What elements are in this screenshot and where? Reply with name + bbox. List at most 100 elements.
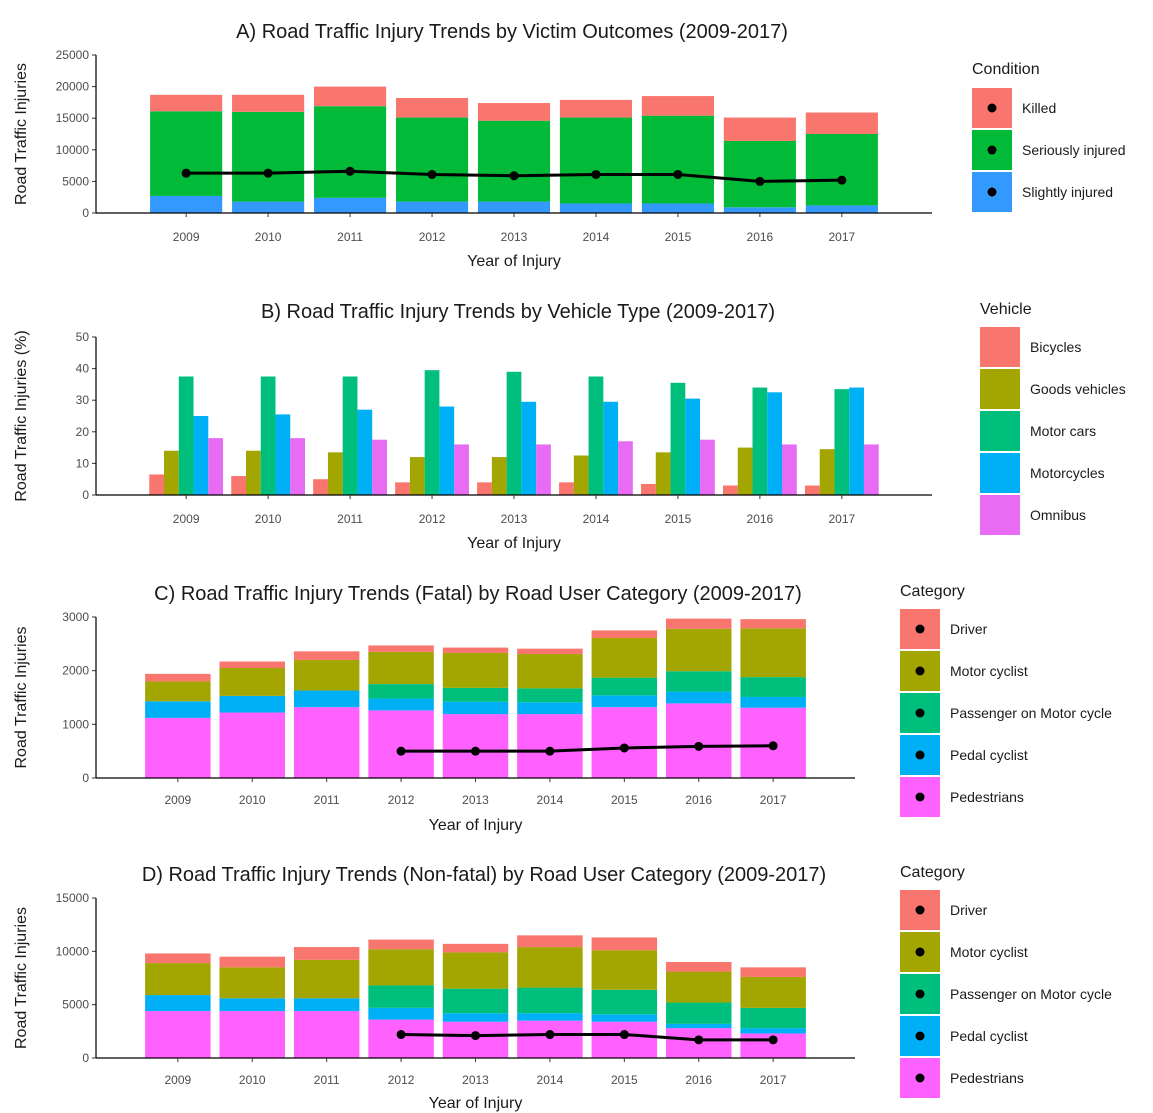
x-tick-label: 2012 xyxy=(388,1073,415,1087)
x-tick-label: 2011 xyxy=(314,1073,340,1087)
chart-title: D) Road Traffic Injury Trends (Non-fatal… xyxy=(142,864,826,886)
bar-passenger-on-motor-cycle-2017 xyxy=(740,677,806,697)
chart-d: D) Road Traffic Injury Trends (Non-fatal… xyxy=(13,864,1112,1112)
x-tick-label: 2017 xyxy=(828,230,855,244)
bar-seriously-injured-2017 xyxy=(805,134,878,206)
bar-omnibus-2012 xyxy=(454,444,469,495)
bar-motor-cars-2009 xyxy=(178,376,194,495)
bar-motorcycles-2016 xyxy=(767,392,783,495)
bar-motor-cars-2010 xyxy=(260,376,276,495)
bar-passenger-on-motor-cycle-2013 xyxy=(442,988,509,1014)
bar-killed-2017 xyxy=(805,112,878,134)
x-tick-label: 2014 xyxy=(583,230,610,244)
bar-bicycles-2014 xyxy=(559,482,574,495)
bar-bicycles-2011 xyxy=(313,479,328,495)
bar-killed-2012 xyxy=(395,97,469,118)
bar-driver-2010 xyxy=(219,956,286,968)
trend-point xyxy=(345,166,355,176)
bar-driver-2011 xyxy=(293,947,360,960)
legend-label: Bicycles xyxy=(1030,339,1081,355)
bar-slightly-injured-2017 xyxy=(805,205,878,213)
bar-pedal-cyclist-2013 xyxy=(442,701,509,715)
bar-driver-2014 xyxy=(517,935,583,948)
trend-point xyxy=(396,1030,406,1040)
chart-c: C) Road Traffic Injury Trends (Fatal) by… xyxy=(13,583,1112,834)
trend-point xyxy=(396,746,406,756)
trend-point xyxy=(619,743,629,753)
bar-killed-2013 xyxy=(477,103,551,121)
bar-motorcycles-2012 xyxy=(439,406,455,495)
legend-title: Condition xyxy=(972,61,1040,78)
bar-motor-cyclist-2016 xyxy=(665,971,732,1003)
bar-killed-2010 xyxy=(232,94,305,112)
bar-slightly-injured-2014 xyxy=(559,203,633,213)
y-tick-label: 2000 xyxy=(62,664,89,678)
bar-motor-cyclist-2010 xyxy=(219,967,286,999)
bar-killed-2014 xyxy=(559,99,633,118)
x-tick-label: 2013 xyxy=(462,793,489,807)
bar-pedestrians-2010 xyxy=(219,712,286,778)
y-tick-label: 0 xyxy=(82,206,89,220)
x-tick-label: 2015 xyxy=(611,1073,638,1087)
chart-title: C) Road Traffic Injury Trends (Fatal) by… xyxy=(154,583,802,605)
bar-motor-cyclist-2017 xyxy=(740,628,806,678)
bar-motorcycles-2017 xyxy=(849,387,864,495)
bar-motorcycles-2014 xyxy=(603,401,619,495)
legend-point xyxy=(915,708,925,718)
y-tick-label: 5000 xyxy=(62,174,89,188)
bar-pedal-cyclist-2017 xyxy=(740,1028,806,1034)
bar-slightly-injured-2009 xyxy=(150,195,223,213)
x-tick-label: 2010 xyxy=(239,1073,266,1087)
trend-point xyxy=(591,169,601,179)
y-tick-label: 5000 xyxy=(62,998,89,1012)
x-axis-label: Year of Injury xyxy=(429,1095,523,1112)
bar-pedestrians-2009 xyxy=(145,1011,211,1058)
trend-point xyxy=(768,741,778,751)
legend-point xyxy=(915,1073,925,1083)
bar-slightly-injured-2015 xyxy=(641,203,714,213)
bar-motor-cyclist-2016 xyxy=(665,628,732,672)
y-tick-label: 20000 xyxy=(56,80,90,94)
bar-motorcycles-2009 xyxy=(193,416,209,495)
chart-title: A) Road Traffic Injury Trends by Victim … xyxy=(236,21,788,43)
trend-line xyxy=(401,1033,774,1042)
chart-b: B) Road Traffic Injury Trends by Vehicle… xyxy=(13,301,1126,552)
bar-motor-cyclist-2015 xyxy=(591,637,658,678)
y-tick-label: 30 xyxy=(76,393,90,407)
bar-pedestrians-2014 xyxy=(517,714,583,778)
bar-pedestrians-2011 xyxy=(293,1011,360,1058)
legend-label: Pedestrians xyxy=(950,789,1024,805)
bar-seriously-injured-2010 xyxy=(232,111,305,202)
bar-pedal-cyclist-2011 xyxy=(293,690,360,708)
y-axis-label: Road Traffic Injuries xyxy=(13,63,30,205)
trend-point xyxy=(837,175,847,185)
trend-point xyxy=(181,168,191,178)
trend-point xyxy=(509,171,519,181)
legend-label: Pedestrians xyxy=(950,1070,1024,1086)
bar-goods-vehicles-2017 xyxy=(819,449,835,495)
bar-motor-cyclist-2010 xyxy=(219,667,286,696)
bar-omnibus-2016 xyxy=(782,444,797,495)
legend-point xyxy=(987,103,997,113)
bar-bicycles-2010 xyxy=(231,476,246,495)
bar-driver-2010 xyxy=(219,661,286,668)
y-tick-label: 10000 xyxy=(56,944,90,958)
bar-driver-2017 xyxy=(740,619,806,629)
trend-point xyxy=(755,176,765,186)
bar-driver-2009 xyxy=(145,673,211,682)
x-tick-label: 2015 xyxy=(611,793,638,807)
bar-pedal-cyclist-2010 xyxy=(219,998,286,1012)
bar-motor-cyclist-2012 xyxy=(368,651,434,685)
x-tick-label: 2013 xyxy=(462,1073,489,1087)
bar-motor-cyclist-2015 xyxy=(591,950,658,990)
x-tick-label: 2013 xyxy=(501,512,528,526)
legend-point xyxy=(915,989,925,999)
trend-point xyxy=(471,746,480,756)
bar-motor-cyclist-2014 xyxy=(517,947,583,988)
bar-driver-2013 xyxy=(442,943,509,953)
bar-pedestrians-2012 xyxy=(368,710,434,778)
y-tick-label: 15000 xyxy=(56,111,90,125)
bar-bicycles-2013 xyxy=(477,482,492,495)
bar-killed-2009 xyxy=(150,94,223,112)
bar-seriously-injured-2015 xyxy=(641,115,714,204)
